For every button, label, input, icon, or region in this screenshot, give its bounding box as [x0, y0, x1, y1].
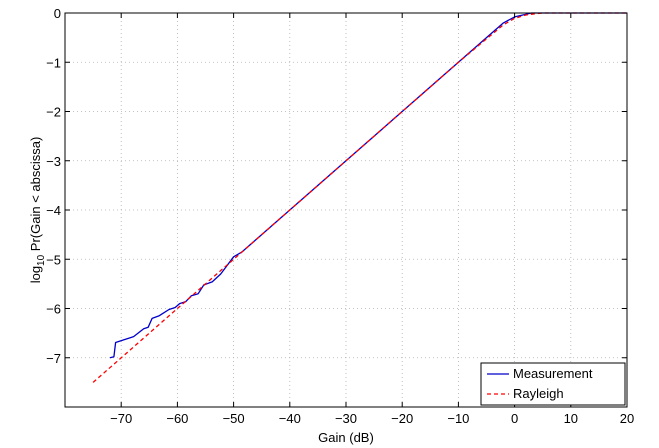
legend-label-rayleigh: Rayleigh — [513, 386, 564, 401]
x-tick-label: −20 — [391, 411, 413, 426]
y-tick-label: −5 — [46, 252, 61, 267]
y-axis-label-suffix: Pr(Gain < abscissa) — [28, 137, 43, 255]
x-tick-label: 10 — [564, 411, 578, 426]
y-tick-label: −3 — [46, 154, 61, 169]
y-axis-label-subscript: 10 — [36, 254, 47, 266]
y-tick-label: −4 — [46, 203, 61, 218]
x-tick-label: −10 — [447, 411, 469, 426]
x-tick-label: −60 — [166, 411, 188, 426]
x-tick-label: −50 — [223, 411, 245, 426]
x-tick-label: 0 — [511, 411, 518, 426]
x-tick-label: −30 — [335, 411, 357, 426]
y-tick-label: −6 — [46, 302, 61, 317]
y-tick-label: −7 — [46, 351, 61, 366]
y-tick-label: −1 — [46, 55, 61, 70]
x-tick-label: −40 — [279, 411, 301, 426]
y-tick-label: 0 — [54, 6, 61, 21]
x-tick-label: −70 — [110, 411, 132, 426]
y-axis-label-prefix: log — [28, 266, 43, 283]
x-axis-label: Gain (dB) — [318, 430, 374, 445]
legend-box — [480, 362, 626, 406]
x-tick-label: 20 — [620, 411, 634, 426]
y-axis-label: log10 Pr(Gain < abscissa) — [28, 137, 47, 284]
ticks: −70 −60 −50 −40 −30 −20 −10 0 10 20 0 −1 −2 −3 −4 −5 −6 −… — [46, 6, 634, 426]
y-tick-label: −2 — [46, 105, 61, 120]
legend: Measurement Rayleigh — [480, 362, 626, 406]
legend-label-measurement: Measurement — [513, 366, 593, 381]
